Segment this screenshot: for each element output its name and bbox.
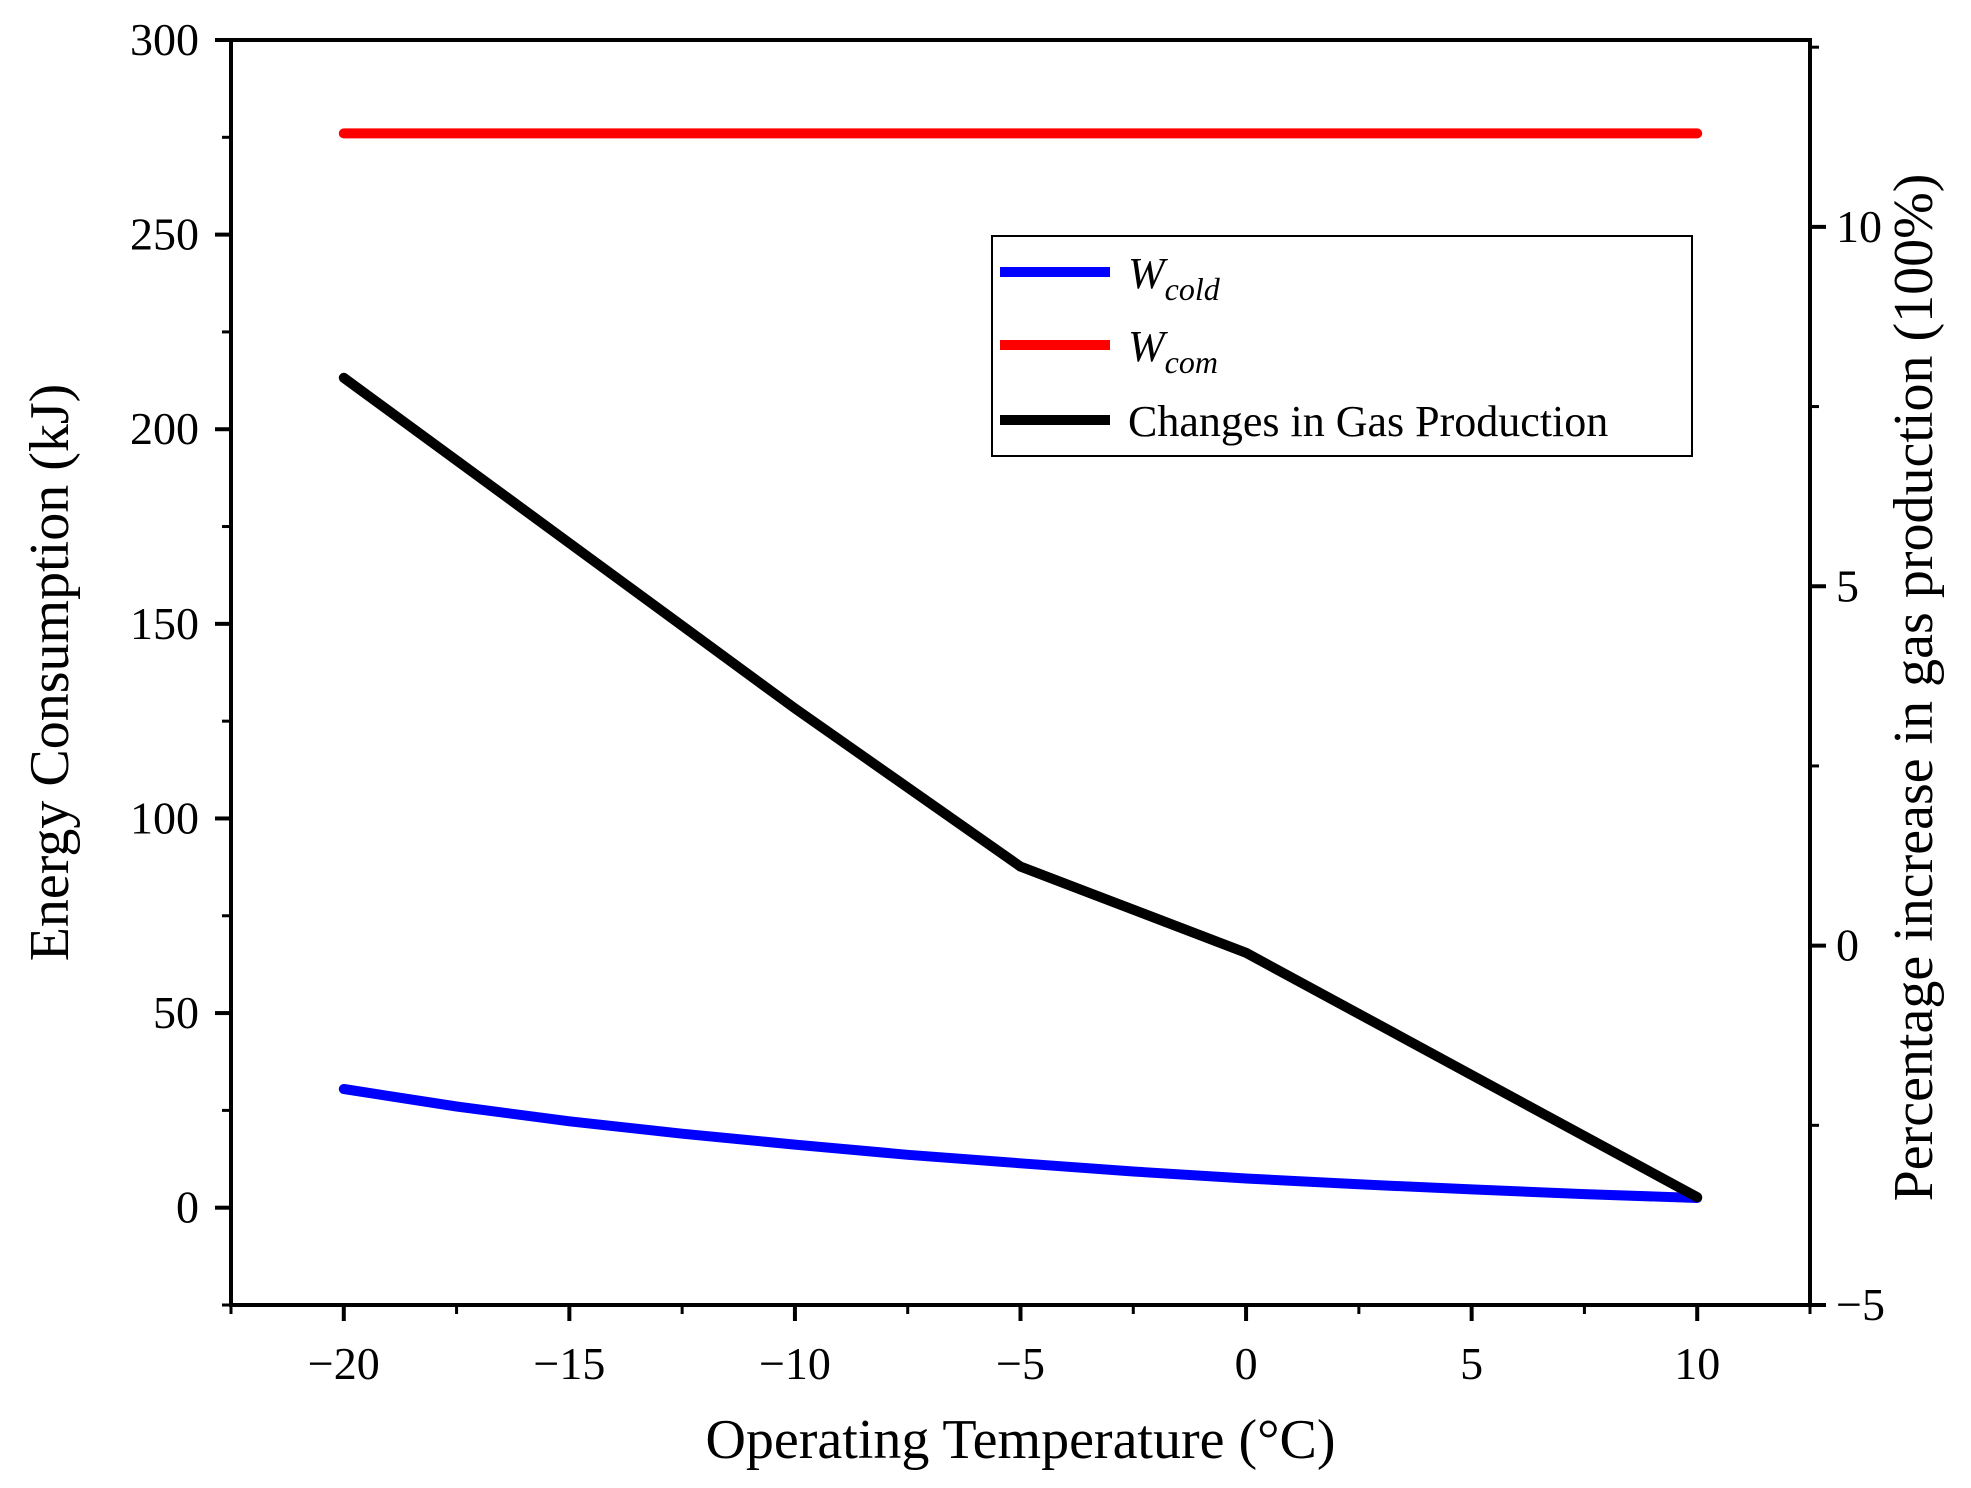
y-tick-label: 0 [176,1182,199,1233]
legend-label-2: Changes in Gas Production [1128,397,1608,446]
y2-axis-title: Percentage increase in gas production (1… [1883,174,1945,1202]
x-tick-label: −15 [533,1338,605,1389]
y2-tick-label: 10 [1836,201,1882,252]
series-line-2 [338,372,1703,1203]
x-tick-label: −20 [308,1338,380,1389]
legend-label-main: W [1128,322,1168,371]
y2-tick-label: 5 [1836,560,1859,611]
y-tick-label: 150 [130,598,199,649]
axes-layer: −20 −15 −10 −5 0 5 10050100150200250300−50510O… [19,14,1945,1471]
legend-label-subscript: cold [1165,271,1221,307]
legend-label-main: W [1128,249,1168,298]
y-tick-label: 100 [130,792,199,843]
x-tick-label: −10 [759,1338,831,1389]
x-tick-label: −5 [996,1338,1045,1389]
y-tick-label: 300 [130,14,199,65]
y-tick-label: 200 [130,403,199,454]
y-tick-label: 250 [130,209,199,260]
legend-label-1: Wcom [1128,322,1218,380]
y-axis-title: Energy Consumption (kJ) [19,384,81,962]
x-tick-label: 0 [1235,1338,1258,1389]
series-line-0 [338,1084,1703,1203]
legend-label-main: Changes in Gas Production [1128,397,1608,446]
y-tick-label: 50 [153,987,199,1038]
y2-tick-label: −5 [1836,1279,1885,1330]
plot-frame [229,38,1812,1307]
x-axis-title: Operating Temperature (°C) [705,1409,1335,1471]
series-layer [338,128,1703,1203]
legend-label-0: Wcold [1128,249,1221,307]
x-tick-label: 10 [1674,1338,1720,1389]
legend-label-subscript: com [1165,344,1218,380]
y2-tick-label: 0 [1836,920,1859,971]
x-tick-label: 5 [1460,1338,1483,1389]
